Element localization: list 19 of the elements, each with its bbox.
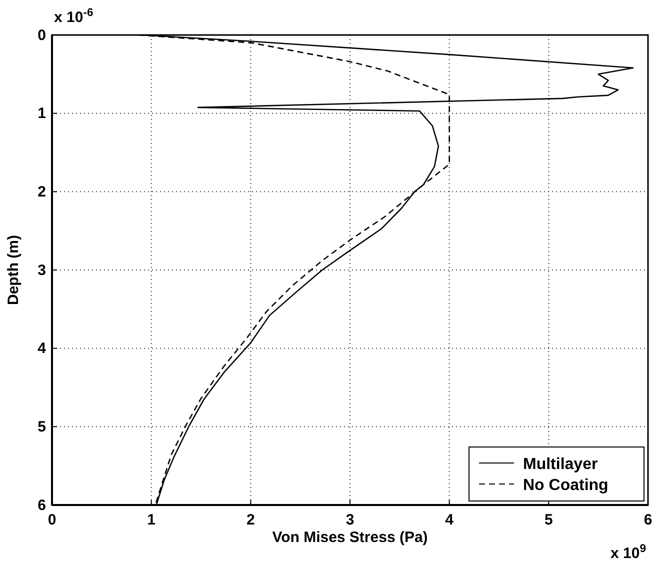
y-tick-label: 6: [38, 496, 46, 514]
y-tick-label: 2: [38, 183, 46, 200]
y-axis-title: Depth (m): [5, 235, 22, 305]
x-tick-label: 3: [346, 512, 354, 529]
legend-label: No Coating: [523, 477, 608, 494]
x-tick-label: 5: [544, 512, 553, 529]
x-tick-label: 4: [445, 512, 454, 529]
x-tick-label: 2: [246, 512, 255, 529]
x-tick-label: 1: [147, 512, 156, 529]
legend-label: Multilayer: [523, 456, 598, 473]
y-tick-label: 4: [38, 340, 47, 358]
y-tick-label: 5: [38, 418, 46, 436]
y-tick-label: 0: [38, 26, 46, 44]
text: x 10$^{9}$: [610, 543, 646, 562]
text: x 10$^{-6}$: [54, 7, 94, 26]
x-axis-title: Von Mises Stress (Pa): [272, 529, 428, 546]
x-tick-label: 6: [644, 512, 652, 529]
y-tick-label: 1: [38, 105, 46, 122]
y-tick-label: 3: [38, 262, 46, 279]
